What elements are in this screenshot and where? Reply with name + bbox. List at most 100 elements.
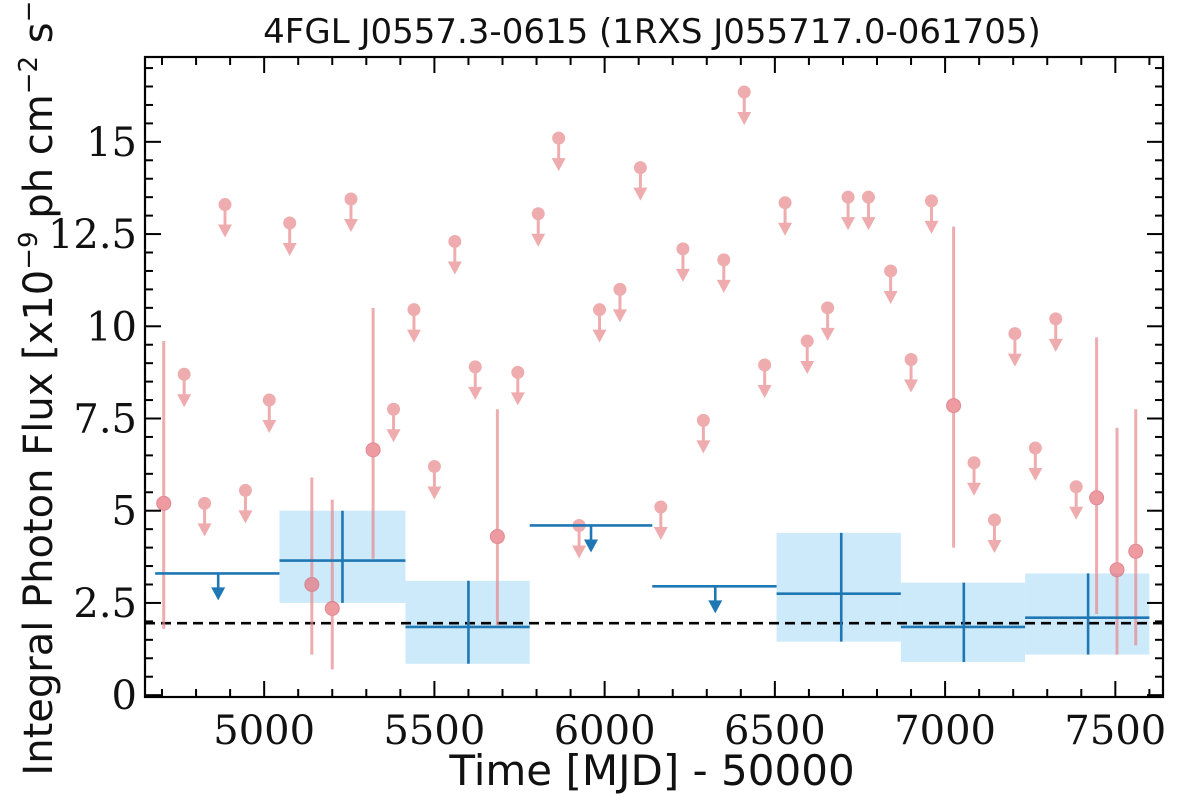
upper-limit-point — [800, 334, 815, 375]
upper-limit-marker — [407, 303, 421, 317]
upper-limit-arrow-head — [592, 329, 607, 343]
upper-limit-arrow-head — [612, 309, 627, 323]
upper-limit-marker — [758, 358, 772, 372]
upper-limit-arrow-head — [778, 222, 793, 236]
upper-limit-point — [343, 192, 358, 233]
upper-limit-marker — [821, 301, 835, 315]
upper-limit-marker — [218, 198, 232, 212]
upper-limit-marker — [1028, 441, 1042, 455]
upper-limit-arrow-head — [675, 268, 690, 282]
upper-limit-arrow-head — [1048, 338, 1063, 352]
upper-limit-point — [572, 518, 587, 559]
upper-limit-point — [238, 483, 253, 524]
upper-limit-point — [820, 301, 835, 341]
upper-limit-arrow-head — [1028, 468, 1043, 482]
upper-limit-point — [177, 367, 192, 408]
upper-limit-marker — [177, 367, 191, 381]
upper-limit-marker — [861, 190, 875, 204]
upper-limit-arrow-head — [924, 220, 939, 234]
upper-limit-point — [386, 402, 401, 443]
long-bin-band — [776, 532, 901, 642]
upper-limit-point — [551, 131, 566, 172]
upper-limit-marker — [1049, 312, 1063, 326]
upper-limit-point — [447, 234, 462, 275]
upper-limit-point — [282, 216, 297, 256]
upper-limit-arrow-head — [551, 158, 566, 172]
upper-limit-arrow-head — [572, 545, 587, 559]
upper-limit-point — [427, 459, 442, 500]
upper-limit-point — [696, 413, 711, 454]
y-tick-label: 12.5 — [48, 212, 137, 258]
upper-limit-marker — [262, 393, 276, 407]
upper-limit-point — [924, 194, 939, 234]
upper-limit-marker — [468, 360, 482, 374]
upper-limit-point — [1028, 441, 1043, 482]
x-tick-label: 7000 — [894, 708, 996, 754]
upper-limit-arrow-head — [820, 327, 835, 341]
detection-marker — [1089, 490, 1105, 506]
upper-limit-point — [1069, 480, 1084, 520]
upper-limit-point — [987, 513, 1002, 553]
detection-point — [489, 409, 505, 626]
upper-limit-arrow-head — [262, 420, 277, 434]
upper-limit-arrow-head — [861, 217, 876, 231]
detection-point — [1128, 409, 1144, 646]
long-bin-upper-limit-head — [584, 539, 599, 553]
upper-limit-marker — [1069, 480, 1083, 494]
plot-axes: 5000 5500 6000 6500 7000 7500 0 2.5 5 7.5 10 12.5 15 — [48, 55, 1166, 754]
upper-limit-marker — [967, 456, 981, 470]
y-tick-label: 7.5 — [73, 396, 137, 442]
detection-point — [304, 477, 320, 655]
detection-marker — [489, 529, 505, 545]
upper-limit-arrow-head — [841, 217, 856, 231]
upper-limit-point — [883, 264, 898, 304]
upper-limit-arrow-head — [427, 486, 442, 500]
upper-limit-marker — [511, 365, 525, 379]
detection-marker — [304, 576, 320, 592]
x-axis-label: Time [MJD] - 50000 — [448, 746, 854, 795]
y-tick-label: 15 — [86, 120, 137, 166]
upper-limit-arrow-head — [238, 510, 253, 524]
upper-limit-arrow-head — [716, 279, 731, 293]
upper-limit-arrow-head — [653, 527, 668, 541]
upper-limit-point — [778, 196, 793, 236]
upper-limit-arrow-head — [904, 379, 919, 393]
detection-point — [324, 499, 340, 670]
detection-marker — [156, 495, 172, 511]
upper-limit-marker — [676, 242, 690, 256]
upper-limit-point — [633, 161, 648, 201]
plot-marks — [145, 85, 1163, 670]
upper-limit-marker — [633, 161, 647, 175]
upper-limit-point — [531, 207, 546, 247]
y-tick-label: 0 — [112, 673, 137, 719]
upper-limit-marker — [778, 196, 792, 210]
upper-limit-marker — [1008, 327, 1022, 341]
upper-limit-point — [675, 242, 690, 282]
upper-limit-point — [653, 500, 668, 541]
upper-limit-marker — [800, 334, 814, 348]
upper-limit-marker — [717, 253, 731, 267]
x-tick-label: 5500 — [383, 708, 485, 754]
upper-limit-arrow-head — [737, 112, 752, 126]
upper-limit-arrow-head — [967, 482, 982, 496]
y-tick-label: 10 — [86, 304, 137, 350]
upper-limit-arrow-head — [386, 429, 401, 443]
detection-point — [946, 226, 962, 548]
upper-limit-arrow-head — [468, 386, 483, 400]
upper-limit-arrow-head — [633, 187, 648, 201]
upper-limit-arrow-head — [447, 261, 462, 275]
detection-point — [1089, 337, 1105, 615]
upper-limit-point — [218, 198, 233, 238]
upper-limit-marker — [987, 513, 1001, 527]
detection-marker — [946, 398, 962, 414]
upper-limit-marker — [552, 131, 566, 145]
upper-limit-point — [406, 303, 421, 343]
upper-limit-marker — [387, 402, 401, 416]
upper-limit-arrow-head — [1069, 506, 1084, 520]
x-tick-label: 5000 — [213, 708, 315, 754]
upper-limit-marker — [696, 413, 710, 427]
upper-limit-marker — [924, 194, 938, 208]
upper-limit-marker — [737, 85, 751, 99]
